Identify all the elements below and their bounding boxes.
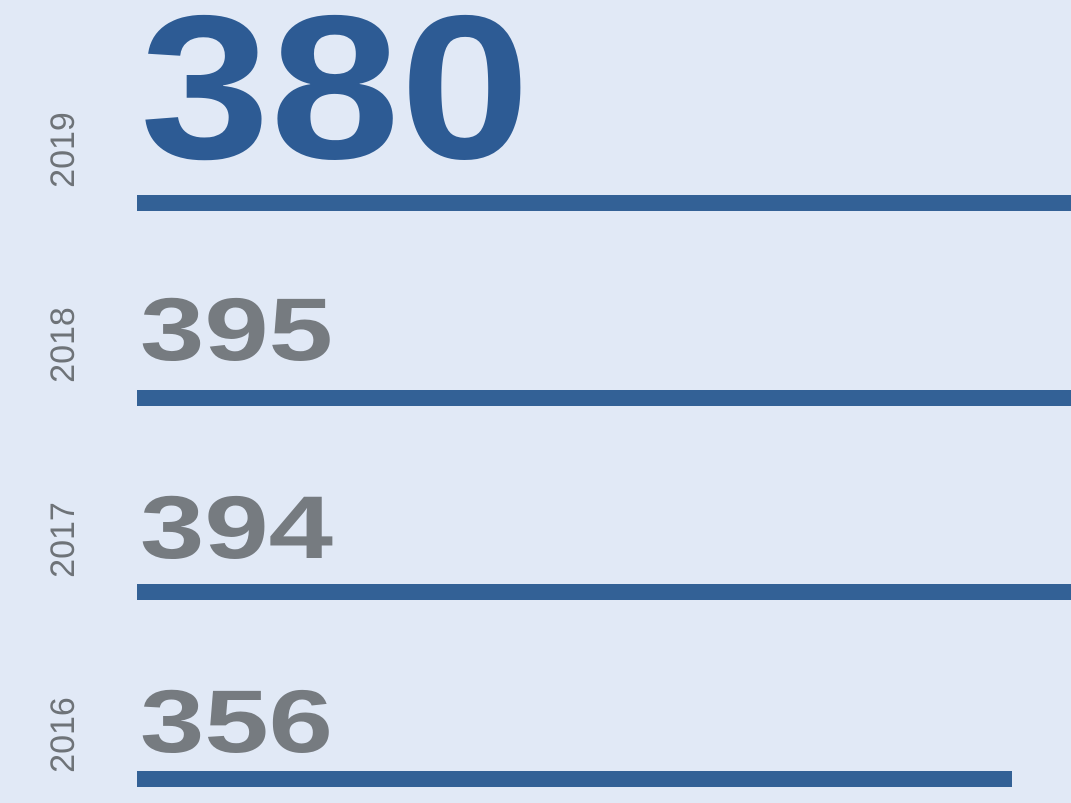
bar [137,195,1071,211]
bar [137,584,1071,600]
value-label: 380 [140,0,530,202]
value-label: 356 [140,671,333,771]
year-label: 2017 [44,502,82,578]
bar [137,390,1071,406]
value-label: 394 [140,477,334,577]
year-label: 2016 [44,697,82,773]
bar [137,771,1012,787]
year-label: 2018 [44,307,82,383]
year-label: 2019 [44,112,82,188]
value-label: 395 [140,279,333,379]
